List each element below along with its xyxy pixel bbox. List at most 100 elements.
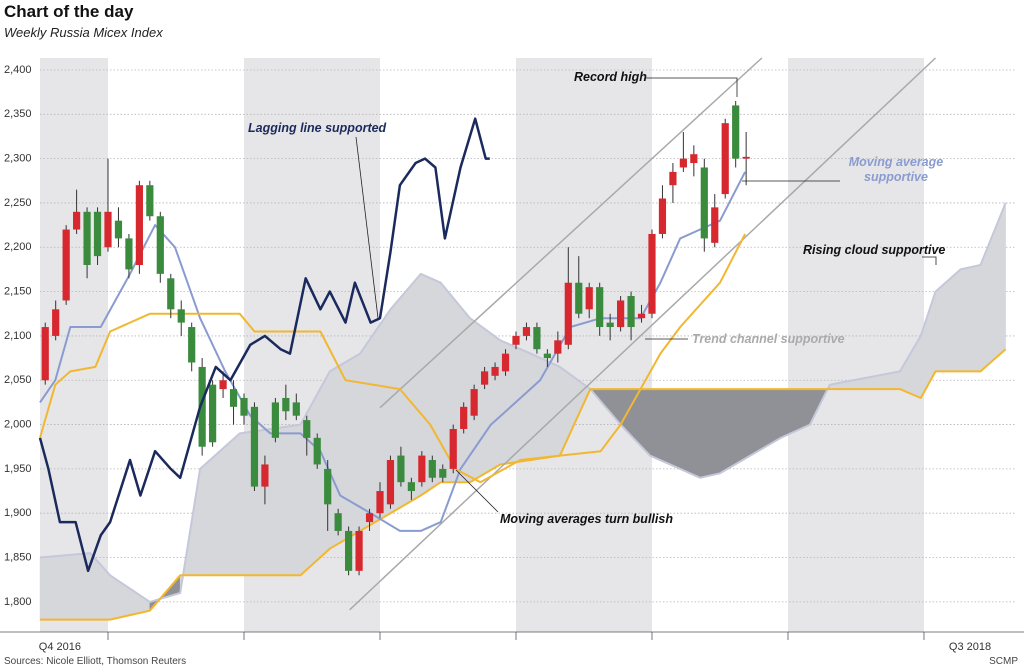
candle-body <box>501 353 510 372</box>
candle-body <box>658 198 667 234</box>
shaded-period <box>40 58 108 632</box>
leader-line <box>355 136 379 319</box>
cloud-segment <box>980 202 1006 372</box>
annotation: Record high <box>574 70 647 84</box>
trend-channel-line <box>349 57 937 611</box>
candle-body <box>261 464 269 487</box>
candle-body <box>198 366 206 447</box>
candle-body <box>648 233 656 314</box>
annotation: Moving average supportive <box>848 155 944 184</box>
candle-body <box>564 282 572 345</box>
candle-body <box>240 397 248 416</box>
candle-body <box>596 287 604 328</box>
candle-body <box>334 513 342 531</box>
cloud-segment <box>699 388 721 479</box>
cloud-segment <box>329 353 361 550</box>
cloud-segment <box>935 268 961 372</box>
candle-body <box>418 455 426 483</box>
annotation: Trend channel supportive <box>692 332 845 346</box>
leader-line <box>455 469 499 513</box>
y-tick-label: 2,100 <box>4 330 32 342</box>
candle-body <box>93 211 102 257</box>
candle-body <box>229 389 238 407</box>
cloud-segment <box>719 388 751 474</box>
candle-body <box>575 282 583 314</box>
candle-body <box>177 309 185 323</box>
annotation: Rising cloud supportive <box>803 243 946 257</box>
candle-body <box>62 229 70 301</box>
candle-body <box>522 327 531 336</box>
candle-body <box>114 220 123 239</box>
leader-line <box>645 77 738 97</box>
candle-body <box>690 154 698 164</box>
annotation: Moving averages turn bullish <box>500 512 673 526</box>
candle-body <box>397 455 405 483</box>
cloud-segment <box>199 432 241 576</box>
chart-title: Chart of the day <box>4 2 134 21</box>
moving-average-line <box>39 233 746 484</box>
candle-body <box>543 353 551 359</box>
y-tick-label: 2,050 <box>4 374 32 386</box>
candle-body <box>732 105 740 159</box>
candle-body <box>617 300 625 328</box>
trend-channel-line <box>379 57 763 409</box>
candle-body <box>303 420 311 438</box>
candle-body <box>52 309 60 336</box>
candle-body <box>271 402 279 438</box>
candle-body <box>481 371 489 385</box>
y-tick-label: 2,300 <box>4 153 32 165</box>
y-tick-label: 1,800 <box>4 596 32 608</box>
leader-line <box>922 256 937 265</box>
candle-body <box>209 384 217 443</box>
candle-body <box>146 185 154 217</box>
candle-body <box>637 313 646 319</box>
candle-body <box>439 468 447 478</box>
candle-body <box>376 491 384 514</box>
candle-body <box>606 322 614 328</box>
lagging-line <box>38 117 490 573</box>
y-tick-label: 2,250 <box>4 197 32 209</box>
candle-body <box>41 327 49 381</box>
candle-body <box>554 340 562 354</box>
candle-body <box>460 406 468 429</box>
candle-body <box>585 287 593 310</box>
y-tick-label: 1,850 <box>4 551 32 563</box>
candle-body <box>512 335 520 345</box>
cloud-span-a <box>39 202 1007 603</box>
x-tick-label: Q3 2018 <box>949 641 991 653</box>
candle-body <box>135 185 143 265</box>
candle-body <box>669 171 677 186</box>
candle-body <box>188 327 196 363</box>
candle-body <box>167 278 175 310</box>
candle-body <box>449 428 457 469</box>
x-tick-label: Q4 2016 <box>39 641 81 653</box>
y-tick-label: 2,150 <box>4 285 32 297</box>
cloud-segment <box>39 552 91 620</box>
candle-body <box>742 156 750 159</box>
candle-body <box>345 530 353 571</box>
candle-body <box>627 296 635 328</box>
candle-body <box>679 158 687 168</box>
shaded-period <box>787 58 924 632</box>
chart-subtitle: Weekly Russia Micex Index <box>4 25 163 40</box>
candle-body <box>386 460 395 505</box>
candle-body <box>407 482 415 492</box>
candle-body <box>83 211 91 265</box>
candle-body <box>73 211 81 230</box>
credit: SCMP <box>989 656 1018 667</box>
candle-body <box>292 402 300 416</box>
candle-body <box>282 397 290 412</box>
candle-body <box>428 460 436 478</box>
y-tick-label: 2,400 <box>4 64 32 76</box>
leader-lines <box>355 77 937 513</box>
y-tick-label: 1,900 <box>4 507 32 519</box>
candle-body <box>156 216 164 274</box>
candle-body <box>355 530 363 571</box>
candle-body <box>313 437 321 465</box>
candle-body <box>491 366 499 376</box>
candle-body <box>470 389 478 416</box>
cloud-segment <box>239 424 301 576</box>
candle-body <box>711 207 719 243</box>
